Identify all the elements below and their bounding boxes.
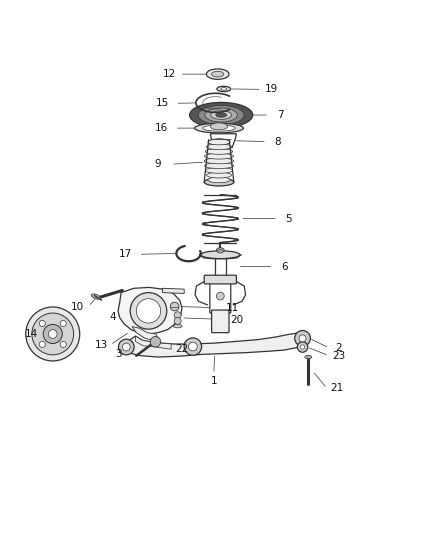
FancyBboxPatch shape [215,256,226,277]
Circle shape [60,320,66,327]
Ellipse shape [208,139,230,145]
Circle shape [39,341,45,348]
Ellipse shape [208,139,230,145]
Ellipse shape [173,325,182,328]
Text: 2: 2 [336,343,342,353]
Text: 8: 8 [275,136,281,147]
Circle shape [43,325,62,344]
Ellipse shape [205,154,233,159]
Polygon shape [210,134,237,148]
Ellipse shape [205,149,233,155]
Circle shape [300,345,305,349]
Circle shape [136,298,161,323]
Circle shape [122,343,130,351]
Text: 22: 22 [175,344,189,354]
Ellipse shape [91,294,100,299]
Circle shape [48,329,57,338]
Text: 14: 14 [25,329,38,339]
Circle shape [118,339,134,355]
Polygon shape [124,333,306,357]
Text: 9: 9 [155,159,161,169]
Ellipse shape [211,111,232,119]
Ellipse shape [210,123,228,130]
FancyBboxPatch shape [210,282,231,313]
Circle shape [188,342,197,351]
Text: 19: 19 [265,84,278,94]
Circle shape [174,312,181,319]
Ellipse shape [190,102,253,128]
Ellipse shape [217,86,231,92]
Text: 13: 13 [95,340,108,350]
Circle shape [216,292,224,300]
Ellipse shape [206,144,232,150]
Polygon shape [118,287,182,334]
Circle shape [174,318,181,325]
Circle shape [184,338,201,356]
Ellipse shape [305,356,312,359]
Text: 16: 16 [155,123,168,133]
Polygon shape [135,336,171,349]
Circle shape [130,293,167,329]
Circle shape [32,313,74,355]
Polygon shape [132,327,158,341]
Circle shape [60,341,66,348]
FancyBboxPatch shape [212,310,229,333]
Ellipse shape [198,106,244,125]
Circle shape [295,330,311,346]
Circle shape [299,335,306,342]
Text: 3: 3 [116,350,122,359]
Ellipse shape [212,71,224,77]
Circle shape [39,320,45,327]
Text: 10: 10 [71,302,84,312]
Text: 4: 4 [109,312,116,321]
Text: 6: 6 [281,262,288,271]
Ellipse shape [205,163,233,168]
FancyBboxPatch shape [204,275,237,284]
Ellipse shape [203,125,235,131]
Ellipse shape [216,248,224,252]
Ellipse shape [201,251,240,259]
Ellipse shape [205,108,237,122]
Text: 17: 17 [119,249,132,260]
Polygon shape [162,288,184,294]
Text: 1: 1 [211,376,217,385]
Text: 7: 7 [277,110,283,120]
Circle shape [170,302,179,311]
Ellipse shape [204,178,234,186]
Text: 5: 5 [285,214,292,224]
Ellipse shape [206,69,229,79]
Ellipse shape [206,172,232,178]
Text: 20: 20 [230,314,243,325]
Ellipse shape [217,249,223,253]
Ellipse shape [205,167,233,173]
Circle shape [150,336,161,347]
Text: 12: 12 [162,69,176,79]
Text: 11: 11 [226,303,239,313]
Text: 15: 15 [156,98,169,108]
Ellipse shape [194,123,244,133]
Text: 21: 21 [330,383,343,393]
Ellipse shape [208,177,230,183]
Circle shape [297,342,308,352]
Text: 23: 23 [332,351,345,361]
Circle shape [26,307,80,361]
Ellipse shape [204,158,234,164]
Polygon shape [196,93,230,112]
Ellipse shape [221,87,226,90]
Ellipse shape [216,113,226,117]
